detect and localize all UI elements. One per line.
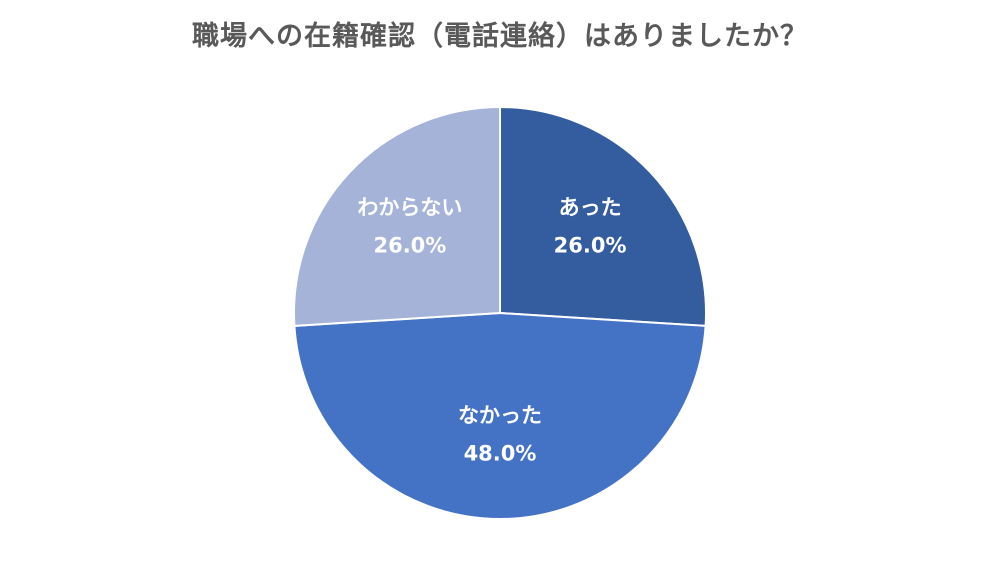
pie-labels: あった 26.0% なかった 48.0% わからない 26.0% [357,195,626,465]
pie-slice-2 [293,105,501,327]
slice-value-label: 26.0% [554,233,627,257]
slice-category-label: あった [559,195,622,219]
slice-category-label: なかった [458,404,542,428]
pie-slice-0 [499,105,707,327]
slice-value-label: 26.0% [373,233,446,257]
pie-slice-1 [293,311,707,521]
slice-category-label: わからない [357,195,462,219]
chart-title: 職場への在籍確認（電話連絡）はありましたか？ [192,21,808,52]
pie-slices [293,105,707,521]
slice-value-label: 48.0% [464,442,537,466]
